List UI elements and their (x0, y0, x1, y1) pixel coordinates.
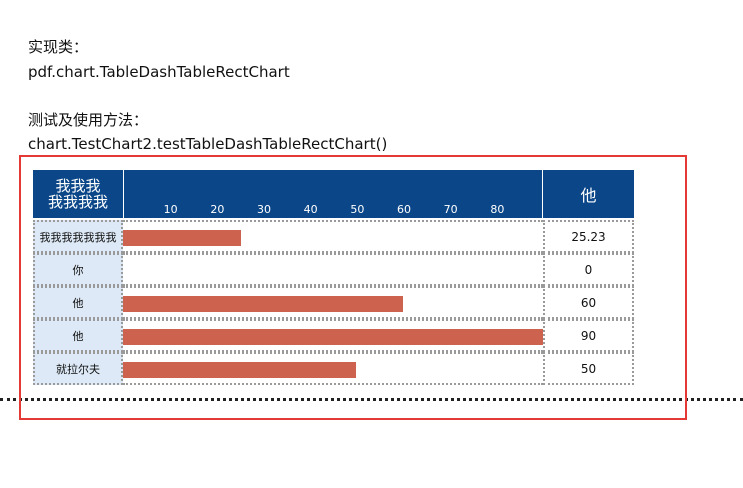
header-value-cell: 他 (543, 170, 634, 218)
row-label: 就拉尔夫 (33, 352, 123, 385)
axis-tick-label: 80 (490, 203, 505, 216)
row-label: 他 (33, 286, 123, 319)
header-label-cell: 我我我 我我我我 (33, 170, 123, 218)
highlight-frame (19, 155, 687, 420)
row-value: 90 (543, 319, 634, 352)
axis-tick-label: 70 (443, 203, 458, 216)
row-label: 他 (33, 319, 123, 352)
axis-tick-label: 20 (210, 203, 225, 216)
axis-tick-label: 50 (350, 203, 365, 216)
data-bar (123, 230, 241, 246)
impl-class-name: pdf.chart.TableDashTableRectChart (28, 63, 290, 81)
row-bar-cell (123, 286, 543, 319)
test-method-name: chart.TestChart2.testTableDashTableRectC… (28, 135, 388, 153)
row-value: 50 (543, 352, 634, 385)
row-bar-cell (123, 319, 543, 352)
axis-tick-label: 60 (397, 203, 411, 216)
row-value: 0 (543, 253, 634, 286)
dotted-separator (0, 398, 743, 401)
row-value: 60 (543, 286, 634, 319)
row-label: 我我我我我我我 (33, 220, 123, 253)
row-value: 25.23 (543, 220, 634, 253)
test-label: 测试及使用方法： (28, 111, 149, 129)
impl-label: 实现类： (28, 38, 89, 56)
header-axis-cell: 10 20 30 40 50 60 70 80 (123, 170, 543, 218)
table-row: 我我我我我我我 25.23 (33, 220, 634, 253)
row-bar-cell (123, 352, 543, 385)
table-row: 就拉尔夫 50 (33, 352, 634, 385)
axis-tick-label: 10 (163, 203, 178, 216)
header-label-line-1: 我我我 (55, 177, 101, 195)
row-bar-cell (123, 220, 543, 253)
table-row: 他 60 (33, 286, 634, 319)
axis-tick-label: 40 (303, 203, 318, 216)
bar-table-chart: 我我我 我我我我 10 20 30 40 50 60 70 80 他 我我我我我我我 25.23… (33, 170, 634, 386)
table-row: 他 90 (33, 319, 634, 352)
row-label: 你 (33, 253, 123, 286)
axis-tick-label: 30 (257, 203, 271, 216)
data-bar (123, 296, 403, 312)
data-bar (123, 329, 543, 345)
row-bar-cell (123, 253, 543, 286)
data-bar (123, 362, 357, 378)
header-label-line-2: 我我我我 (47, 193, 108, 211)
